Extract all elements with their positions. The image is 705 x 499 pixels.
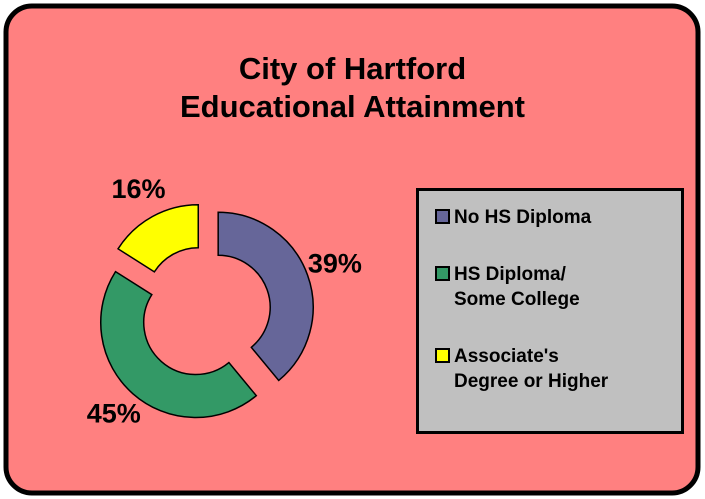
legend: No HS Diploma HS Diploma/ Some College Ass… [416,188,684,434]
data-label: 45% [87,399,141,429]
legend-label: HS Diploma/ Some College [454,264,580,310]
legend-label: Associate's Degree or Higher [454,346,609,392]
doughnut-slice [117,203,200,273]
data-label: 39% [308,248,362,278]
data-label: 16% [111,174,165,204]
legend-label: No HS Diploma [454,207,592,228]
legend-item: No HS Diploma [427,205,673,230]
legend-swatch [435,209,450,224]
legend-item: HS Diploma/ Some College [427,262,673,312]
doughnut-slice [217,211,314,382]
legend-swatch [435,348,450,363]
legend-item: Associate's Degree or Higher [427,344,673,394]
doughnut-slice [100,270,258,419]
chart-title: City of Hartford Educational Attainment [179,51,526,124]
legend-swatch [435,266,450,281]
